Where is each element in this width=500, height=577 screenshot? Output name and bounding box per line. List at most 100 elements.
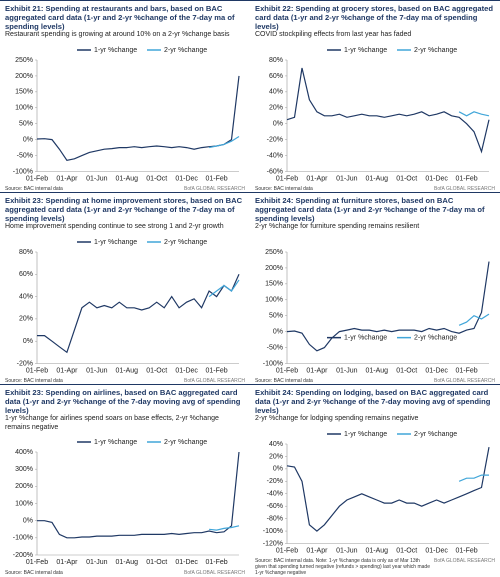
legend-label: 1-yr %change (344, 46, 387, 53)
y-tick-label: -60% (267, 503, 283, 510)
chart-subtitle: 1-yr %change for airlines spend soars on… (5, 415, 219, 431)
y-tick-label: 200% (15, 483, 33, 490)
plot-area: -100% -50% 0% 50% 100% 150% 200% 250% 01-Feb 01-A… (5, 40, 245, 186)
chart-subtitle: Home improvement spending continue to se… (5, 223, 224, 230)
brand: BofA GLOBAL RESEARCH (434, 186, 495, 192)
x-tick-label: 01-Feb (276, 175, 298, 182)
source-note: Source: BAC internal data (5, 186, 63, 192)
y-tick-label: -20% (267, 478, 283, 485)
chart-title: Exhibit 23: Spending at home improvement… (5, 196, 243, 223)
y-tick-label: 250% (15, 56, 33, 63)
x-tick-label: 01-Dec (425, 367, 448, 374)
x-tick-label: 01-Jun (86, 367, 108, 374)
x-tick-label: 01-Feb (205, 367, 227, 374)
legend-label: 2-yr %change (414, 46, 457, 53)
footer: Source: BAC internal data BofA GLOBAL RES… (5, 186, 245, 192)
footer: Source: BAC internal data. Note: 1-yr %c… (255, 558, 495, 576)
series-line (286, 261, 490, 351)
x-tick-label: 01-Jun (336, 175, 358, 182)
x-tick-label: 01-Aug (365, 367, 388, 374)
y-tick-label: 40% (19, 293, 33, 300)
legend-label: 2-yr %change (164, 46, 207, 53)
y-tick-label: 60% (269, 72, 283, 79)
x-tick-label: 01-Dec (425, 547, 448, 554)
y-tick-label: 400% (15, 449, 33, 456)
x-tick-label: 01-Jun (336, 367, 358, 374)
y-tick-label: -100% (263, 360, 283, 367)
brand: BofA GLOBAL RESEARCH (184, 570, 245, 576)
y-tick-label: -100% (13, 168, 33, 175)
chart: -100% -50% 0% 50% 100% 150% 200% 250% 01-Feb 01-A… (263, 248, 490, 374)
chart-panel: Exhibit 23: Spending at home improvement… (0, 192, 250, 384)
y-tick-label: -50% (17, 152, 33, 159)
legend-label: 2-yr %change (414, 334, 457, 341)
y-tick-label: 50% (269, 312, 283, 319)
x-tick-label: 01-Dec (175, 367, 198, 374)
y-tick-label: 0% (273, 328, 283, 335)
brand: BofA GLOBAL RESEARCH (434, 378, 495, 384)
y-tick-label: 200% (15, 72, 33, 79)
y-tick-label: -40% (267, 152, 283, 159)
y-tick-label: -120% (263, 540, 283, 547)
x-tick-label: 01-Feb (455, 175, 477, 182)
x-tick-label: 01-Apr (306, 367, 328, 374)
x-tick-label: 01-Feb (205, 559, 227, 566)
x-tick-label: 01-Feb (276, 367, 298, 374)
y-tick-label: -40% (267, 490, 283, 497)
chart-title: Exhibit 22: Spending at grocery stores, … (255, 4, 493, 31)
x-tick-label: 01-Dec (175, 175, 198, 182)
x-tick-label: 01-Apr (56, 175, 78, 182)
y-tick-label: 0% (23, 136, 33, 143)
y-tick-label: 0% (273, 120, 283, 127)
chart: -100% -50% 0% 50% 100% 150% 200% 250% 01-Feb 01-A… (13, 46, 240, 182)
chart-panel: Exhibit 22: Spending at grocery stores, … (250, 0, 500, 192)
legend-label: 2-yr %change (164, 238, 207, 245)
y-tick-label: 200% (265, 264, 283, 271)
footer: Source: BAC internal data BofA GLOBAL RES… (255, 186, 495, 192)
chart-subtitle: 2-yr %change for lodging spending remain… (255, 415, 419, 422)
chart: -60% -40% -20% 0% 20% 40% 60% 80% 01-Feb 01-Apr 01… (267, 46, 490, 182)
y-tick-label: 250% (265, 248, 283, 255)
x-tick-label: 01-Oct (146, 559, 167, 566)
series-line (208, 279, 240, 297)
series-line (458, 474, 489, 482)
x-tick-label: 01-Jun (86, 559, 108, 566)
series-line (458, 313, 490, 326)
x-tick-label: 01-Feb (455, 547, 477, 554)
legend-label: 1-yr %change (94, 238, 137, 245)
x-tick-label: 01-Apr (306, 547, 328, 554)
chart-title: Exhibit 24: Spending at furniture stores… (255, 196, 485, 223)
y-tick-label: -50% (267, 344, 283, 351)
y-tick-label: -80% (267, 515, 283, 522)
plot-area: -20% 0% 20% 40% 60% 80% 01-Feb 01-Apr 01-Jun 01-A… (5, 232, 245, 378)
y-tick-label: 40% (269, 88, 283, 95)
y-tick-label: 80% (19, 248, 33, 255)
source-note: Source: BAC internal data (255, 378, 313, 384)
x-tick-label: 01-Feb (26, 559, 48, 566)
y-tick-label: 20% (19, 315, 33, 322)
legend-label: 1-yr %change (344, 334, 387, 341)
x-tick-label: 01-Apr (56, 559, 78, 566)
y-tick-label: 0% (273, 465, 283, 472)
chart-panel: Exhibit 24: Spending on lodging, based o… (250, 384, 500, 576)
y-tick-label: 60% (19, 271, 33, 278)
x-tick-label: 01-Aug (115, 175, 138, 182)
x-tick-label: 01-Jun (336, 547, 358, 554)
chart: -120% -100% -80% -60% -40% -20% 0% 20% 40% 01-Feb… (263, 430, 490, 554)
plot-area: -60% -40% -20% 0% 20% 40% 60% 80% 01-Feb 01-Apr 01… (255, 40, 495, 186)
legend-label: 1-yr %change (94, 439, 137, 446)
series-line (286, 67, 490, 154)
y-tick-label: 0% (23, 518, 33, 525)
y-tick-label: 100% (265, 296, 283, 303)
chart: -20% 0% 20% 40% 60% 80% 01-Feb 01-Apr 01-Jun 01-A… (17, 238, 240, 374)
x-tick-label: 01-Feb (26, 367, 48, 374)
y-tick-label: 100% (15, 500, 33, 507)
chart-panel: Exhibit 21: Spending at restaurants and … (0, 0, 250, 192)
series-line (286, 446, 490, 532)
y-tick-label: -60% (267, 168, 283, 175)
x-tick-label: 01-Oct (146, 367, 167, 374)
x-tick-label: 01-Dec (175, 559, 198, 566)
x-tick-label: 01-Feb (205, 175, 227, 182)
chart-subtitle: Restaurant spending is growing at around… (5, 31, 230, 38)
chart-title: Exhibit 23: Spending on airlines, based … (5, 388, 241, 415)
